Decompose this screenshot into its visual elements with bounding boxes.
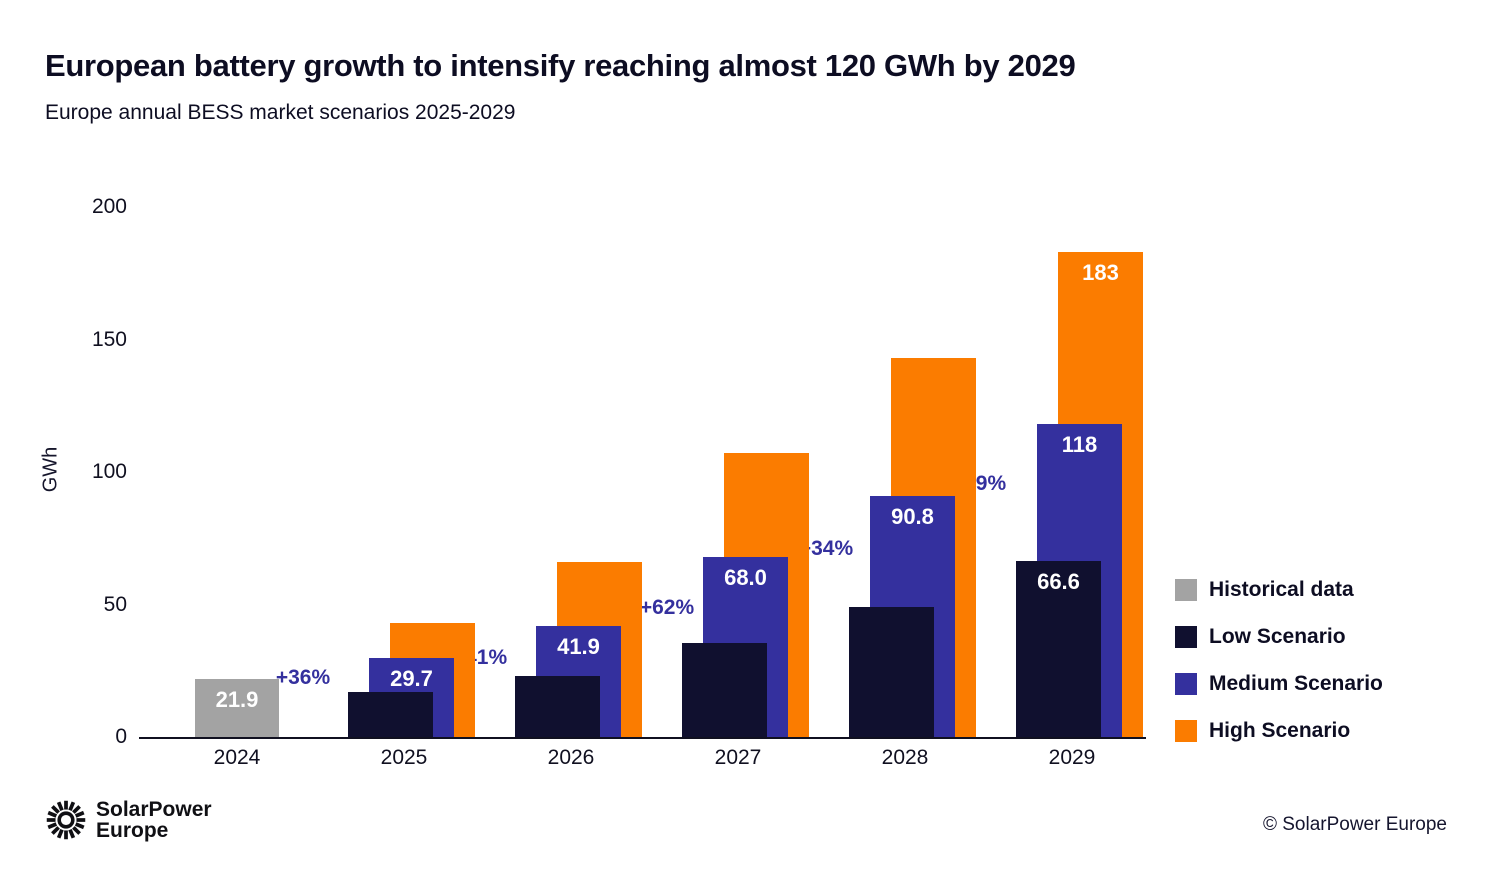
bar-value-label: 66.6 — [1037, 568, 1080, 594]
bar-value-label: 21.9 — [215, 686, 259, 712]
bar-historical-data: 21.9 — [195, 678, 279, 737]
bar-value-label: 68.0 — [724, 564, 767, 590]
sunburst-icon — [46, 800, 86, 840]
legend-item: Low Scenario — [1175, 625, 1346, 648]
bar-low-scenario — [682, 642, 767, 737]
x-tick-label: 2029 — [1048, 746, 1096, 769]
x-tick-label: 2026 — [547, 746, 595, 769]
chart-title: European battery growth to intensify rea… — [45, 48, 1076, 83]
y-tick-label: 200 — [91, 195, 127, 218]
bar-low-scenario — [849, 607, 934, 737]
growth-label: +36% — [275, 666, 331, 689]
legend-swatch — [1175, 720, 1197, 742]
y-tick-label: 50 — [103, 592, 127, 616]
logo-line1: SolarPower — [96, 798, 212, 821]
bar-value-label: 41.9 — [557, 633, 600, 659]
x-tick-label: 2025 — [380, 746, 428, 769]
y-tick-label: 100 — [91, 460, 127, 483]
legend-swatch — [1175, 579, 1197, 601]
y-tick-label: 150 — [91, 327, 127, 351]
legend-swatch — [1175, 626, 1197, 648]
logo-line2: Europe — [96, 819, 169, 842]
legend-item: Historical data — [1175, 578, 1354, 601]
legend-label: Medium Scenario — [1209, 672, 1383, 695]
logo-text: SolarPower Europe — [96, 799, 212, 841]
bar-low-scenario — [348, 691, 433, 737]
copyright-text: © SolarPower Europe — [1262, 814, 1447, 835]
x-tick-label: 2024 — [213, 746, 261, 769]
bar-value-label: 29.7 — [390, 666, 433, 692]
legend-swatch — [1175, 673, 1197, 695]
legend-label: High Scenario — [1209, 719, 1351, 742]
legend-label: Historical data — [1209, 578, 1354, 601]
x-tick-label: 2027 — [714, 746, 762, 769]
x-tick-label: 2028 — [881, 746, 929, 769]
footer-logo: SolarPower Europe — [44, 798, 212, 842]
legend-item: Medium Scenario — [1175, 672, 1383, 695]
bar-value-label: 118 — [1061, 432, 1098, 458]
chart-subtitle: Europe annual BESS market scenarios 2025… — [45, 101, 516, 124]
legend-label: Low Scenario — [1209, 625, 1346, 648]
bar-low-scenario — [515, 676, 600, 737]
x-axis-line — [139, 737, 1146, 739]
legend-item: High Scenario — [1175, 719, 1351, 742]
bar-low-scenario: 66.6 — [1016, 560, 1101, 737]
growth-label: +34% — [798, 537, 854, 560]
y-tick-label: 0 — [115, 725, 127, 748]
growth-label: +62% — [639, 596, 695, 619]
bar-value-label: 183 — [1082, 260, 1119, 286]
bar-value-label: 90.8 — [891, 504, 934, 530]
